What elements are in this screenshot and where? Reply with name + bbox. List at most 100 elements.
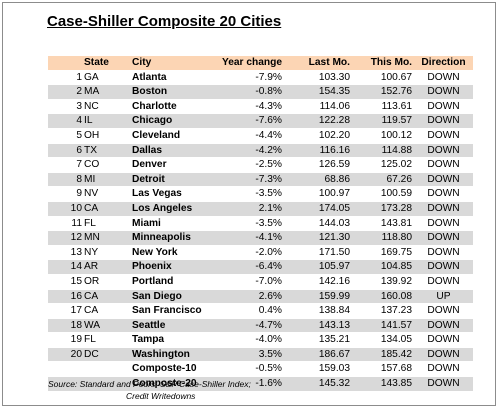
cell-year-change: -7.3%	[216, 172, 290, 188]
cell-year-change: -7.0%	[216, 274, 290, 290]
cell-state: FL	[84, 216, 130, 232]
table-row: 16 CA San Diego 2.6% 159.99 160.08 UP	[48, 289, 473, 305]
cell-direction: DOWN	[414, 157, 473, 173]
cell-rank: 1	[48, 70, 84, 86]
cell-last-month: 138.84	[290, 303, 352, 319]
cell-last-month: 159.99	[290, 289, 352, 305]
table-row: 20 DC Washington 3.5% 186.67 185.42 DOWN	[48, 347, 473, 363]
cell-last-month: 159.03	[290, 361, 352, 378]
cell-city: Composte-10	[130, 361, 216, 378]
cell-rank: 4	[48, 113, 84, 129]
cell-this-month: 100.12	[352, 128, 414, 144]
table-row: Composte-20 -1.6% 145.32 143.85 DOWN	[48, 376, 473, 392]
header-state: State	[84, 56, 130, 71]
cell-state: NY	[84, 245, 130, 261]
cell-this-month: 143.81	[352, 216, 414, 232]
cell-year-change: -4.7%	[216, 318, 290, 334]
cell-city: Miami	[130, 216, 216, 232]
cell-direction: DOWN	[414, 216, 473, 232]
cell-last-month: 144.03	[290, 216, 352, 232]
cell-city: Dallas	[130, 143, 216, 159]
table-row: 18 WA Seattle -4.7% 143.13 141.57 DOWN	[48, 318, 473, 334]
cell-direction: DOWN	[414, 143, 473, 159]
cell-state: OR	[84, 274, 130, 290]
source-line-2: Credit Writedowns	[126, 391, 196, 401]
table-header-row: State City Year change Last Mo. This Mo.…	[48, 56, 473, 71]
cell-city: Detroit	[130, 172, 216, 188]
header-city: City	[130, 56, 216, 71]
cell-rank: 15	[48, 274, 84, 290]
cell-direction: DOWN	[414, 113, 473, 129]
table-row: 8 MI Detroit -7.3% 68.86 67.26 DOWN	[48, 172, 473, 188]
cell-rank: 12	[48, 230, 84, 246]
cell-state	[84, 376, 130, 392]
cell-this-month: 67.26	[352, 172, 414, 188]
cell-city: Boston	[130, 84, 216, 100]
cell-direction: DOWN	[414, 70, 473, 86]
table-row: 7 CO Denver -2.5% 126.59 125.02 DOWN	[48, 157, 473, 173]
cell-state: MI	[84, 172, 130, 188]
cell-last-month: 174.05	[290, 201, 352, 217]
cell-direction: DOWN	[414, 274, 473, 290]
header-rank	[48, 56, 84, 71]
cell-this-month: 152.76	[352, 84, 414, 100]
source-line-1: Source: Standard and Poors; S&P Case-Shi…	[48, 379, 251, 389]
table-row: 10 CA Los Angeles 2.1% 174.05 173.28 DOWN	[48, 201, 473, 217]
cell-state: MN	[84, 230, 130, 246]
cell-rank: 18	[48, 318, 84, 334]
table-row: 17 CA San Francisco 0.4% 138.84 137.23 DOWN	[48, 303, 473, 319]
cell-city: Tampa	[130, 332, 216, 348]
table-row: 4 IL Chicago -7.6% 122.28 119.57 DOWN	[48, 113, 473, 129]
cell-city: Chicago	[130, 113, 216, 129]
header-direction: Direction	[414, 56, 473, 71]
cell-city: Atlanta	[130, 70, 216, 86]
header-this-month: This Mo.	[352, 56, 414, 71]
cell-year-change: 3.5%	[216, 347, 290, 363]
cell-this-month: 100.67	[352, 70, 414, 86]
cell-this-month: 160.08	[352, 289, 414, 305]
cell-last-month: 126.59	[290, 157, 352, 173]
cell-year-change: -4.2%	[216, 143, 290, 159]
cell-year-change: -3.5%	[216, 186, 290, 202]
cell-year-change: -2.0%	[216, 245, 290, 261]
cell-direction: DOWN	[414, 361, 473, 378]
cell-state: CA	[84, 303, 130, 319]
cell-this-month: 125.02	[352, 157, 414, 173]
table-row: 19 FL Tampa -4.0% 135.21 134.05 DOWN	[48, 332, 473, 348]
cell-this-month: 185.42	[352, 347, 414, 363]
cell-year-change: -4.1%	[216, 230, 290, 246]
cell-direction: DOWN	[414, 84, 473, 100]
table-row: 12 MN Minneapolis -4.1% 121.30 118.80 DOWN	[48, 230, 473, 246]
table-row: 1 GA Atlanta -7.9% 103.30 100.67 DOWN	[48, 70, 473, 86]
cell-city: Los Angeles	[130, 201, 216, 217]
cell-city: San Francisco	[130, 303, 216, 319]
header-year-change: Year change	[216, 56, 290, 71]
table-row: 5 OH Cleveland -4.4% 102.20 100.12 DOWN	[48, 128, 473, 144]
cell-year-change: -2.5%	[216, 157, 290, 173]
cell-state: IL	[84, 113, 130, 129]
cell-city: Washington	[130, 347, 216, 363]
cell-this-month: 119.57	[352, 113, 414, 129]
cell-state: MA	[84, 84, 130, 100]
cell-direction: DOWN	[414, 245, 473, 261]
cell-rank: 13	[48, 245, 84, 261]
cell-this-month: 137.23	[352, 303, 414, 319]
cell-year-change: -0.8%	[216, 84, 290, 100]
cell-direction: DOWN	[414, 376, 473, 392]
cell-this-month: 141.57	[352, 318, 414, 334]
cell-direction: DOWN	[414, 347, 473, 363]
cell-year-change: -3.5%	[216, 216, 290, 232]
cell-state: CO	[84, 157, 130, 173]
cell-year-change: -7.9%	[216, 70, 290, 86]
table-row: 3 NC Charlotte -4.3% 114.06 113.61 DOWN	[48, 99, 473, 115]
cell-this-month: 113.61	[352, 99, 414, 115]
cell-last-month: 103.30	[290, 70, 352, 86]
cell-this-month: 143.85	[352, 376, 414, 392]
cell-direction: DOWN	[414, 332, 473, 348]
cell-state: TX	[84, 143, 130, 159]
cell-state: WA	[84, 318, 130, 334]
cell-city: Phoenix	[130, 259, 216, 275]
cell-state: CA	[84, 201, 130, 217]
cell-rank: 3	[48, 99, 84, 115]
cell-direction: DOWN	[414, 318, 473, 334]
